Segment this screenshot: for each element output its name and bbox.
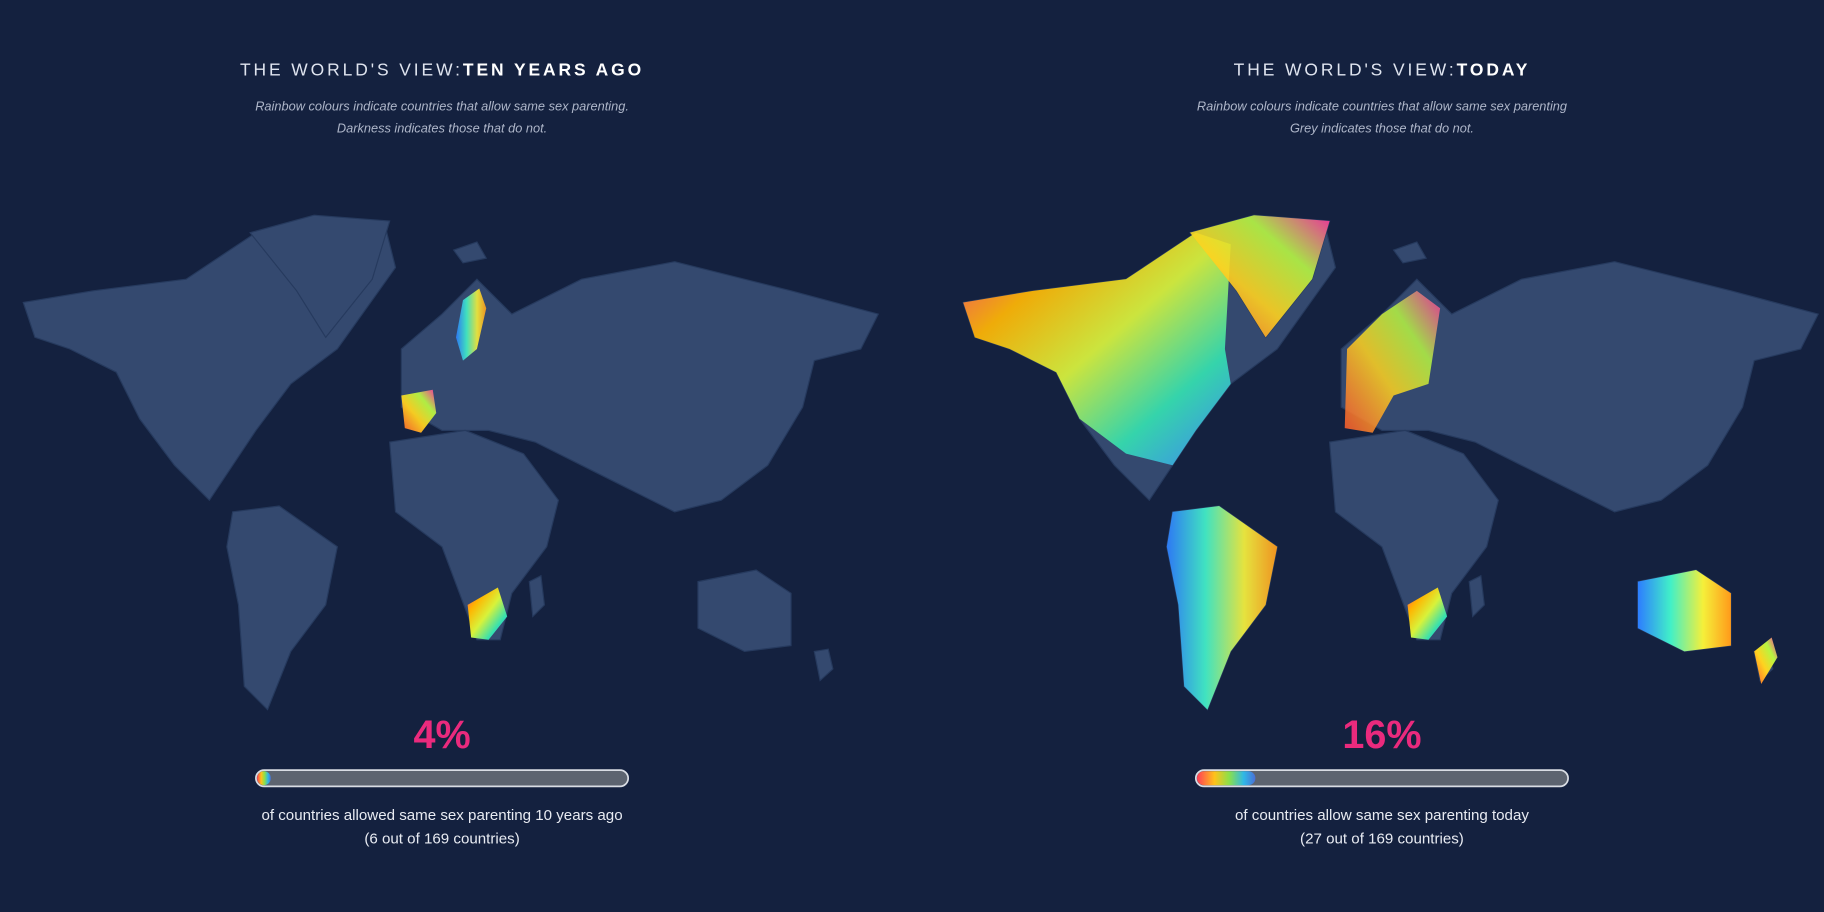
caption-line: (27 out of 169 countries) (1300, 830, 1464, 847)
panel-title: THE WORLD'S VIEW:TODAY (1234, 60, 1531, 80)
subtitle-line: Darkness indicates those that do not. (337, 121, 547, 136)
progress-fill (257, 771, 271, 786)
progress-fill (1197, 771, 1256, 786)
title-prefix: THE WORLD'S VIEW: (240, 60, 463, 80)
progress-track (255, 769, 630, 788)
progress-track (1194, 769, 1569, 788)
subtitle-line: Rainbow colours indicate countries that … (255, 99, 629, 114)
subtitle-line: Grey indicates those that do not. (1290, 121, 1474, 136)
title-emphasis: TODAY (1457, 60, 1531, 80)
caption-line: (6 out of 169 countries) (364, 830, 519, 847)
caption-line: of countries allow same sex parenting to… (1235, 807, 1529, 824)
percent-label: 4% (413, 713, 470, 757)
panel-title: THE WORLD'S VIEW:TEN YEARS AGO (240, 60, 644, 80)
percent-label: 16% (1342, 713, 1421, 757)
title-prefix: THE WORLD'S VIEW: (1234, 60, 1457, 80)
title-emphasis: TEN YEARS AGO (463, 60, 644, 80)
map-left (22, 214, 879, 711)
caption-line: of countries allowed same sex parenting … (261, 807, 622, 824)
subtitle-line: Rainbow colours indicate countries that … (1197, 99, 1567, 114)
map-right (962, 214, 1819, 711)
